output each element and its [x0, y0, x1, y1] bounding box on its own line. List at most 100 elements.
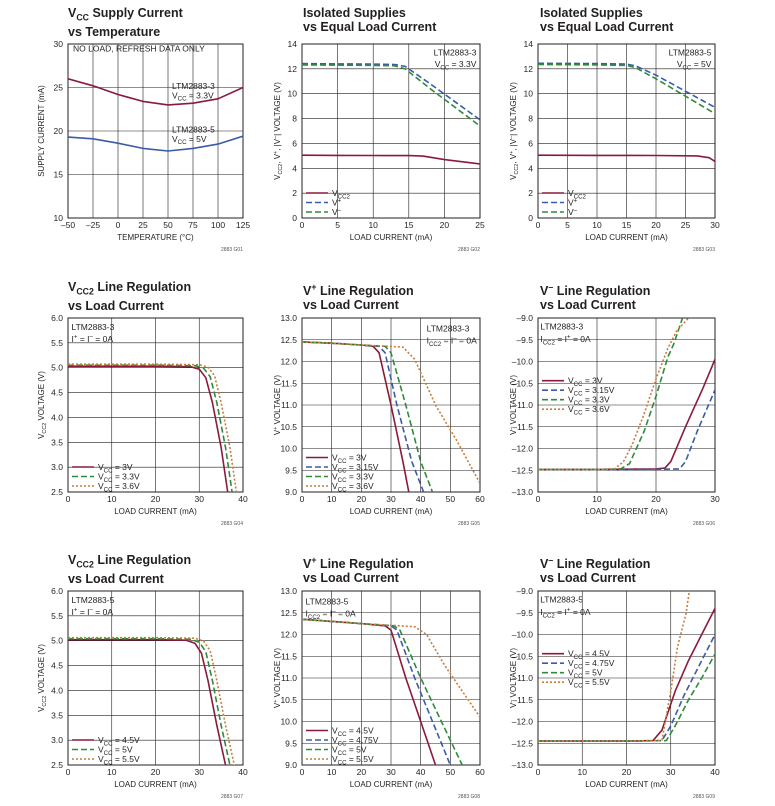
legend-entry: VCC = 4.5V	[98, 735, 140, 747]
annotation-text: LTM2883-5	[306, 596, 349, 606]
annotation-text: LTM2883-3	[540, 322, 583, 332]
x-tick-label: 0	[66, 494, 71, 504]
x-tick-label: 50	[446, 494, 456, 504]
plot-frame	[537, 317, 716, 493]
plot-frame	[301, 317, 481, 493]
y-tick-label: 5.5	[51, 611, 63, 621]
series-group	[538, 62, 715, 163]
y-tick-label: 4.5	[51, 388, 63, 398]
legend-entry: VCC = 4.5V	[568, 649, 610, 661]
plot-area: 0 10 20 30 40 2.5 3.0 3.5 4.0 4.5 5.0 5.5 6.0	[51, 313, 248, 504]
chart-title-g06: V– Line Regulation vs Load Current	[540, 282, 651, 313]
y-tick-label: 3.5	[51, 710, 63, 720]
y-tick-label: 9.5	[285, 738, 297, 748]
x-tick-label: 0	[66, 767, 71, 777]
y-tick-label: –12.5	[512, 465, 534, 475]
y-tick-label: 4	[528, 163, 533, 173]
y-tick-label: –10.0	[512, 630, 534, 640]
x-tick-label: 50	[163, 220, 173, 230]
chart-title-g09: V– Line Regulation vs Load Current	[540, 555, 651, 586]
x-axis-label: LOAD CURRENT (mA)	[114, 780, 197, 789]
series-line-1	[302, 154, 480, 165]
x-tick-label: 15	[622, 220, 632, 230]
x-tick-label: 25	[475, 220, 485, 230]
annotations: LTM2883-5 I+ = I– = 0A	[72, 595, 115, 617]
y-tick-label: –12.0	[512, 444, 534, 454]
y-tick-label: 11.5	[281, 651, 297, 661]
y-tick-label: 9.0	[285, 487, 297, 497]
x-tick-label: 75	[188, 220, 198, 230]
x-tick-label: 10	[327, 494, 337, 504]
y-axis-label: VCC2 VOLTAGE (V)	[37, 371, 48, 439]
x-tick-label: 20	[622, 767, 632, 777]
x-tick-label: 30	[195, 767, 205, 777]
series-line-4	[538, 591, 691, 742]
x-tick-label: 125	[236, 220, 250, 230]
y-tick-label: 2	[292, 188, 297, 198]
y-tick-label: 12.0	[280, 630, 297, 640]
series-line-3	[68, 363, 238, 492]
y-tick-label: 4.0	[51, 685, 63, 695]
x-tick-label: 50	[446, 767, 456, 777]
legend-entry: VCC = 3V	[332, 453, 367, 465]
y-tick-label: 10	[54, 213, 64, 223]
x-tick-label: 30	[710, 494, 720, 504]
y-tick-label: 10.5	[280, 422, 297, 432]
x-tick-label: 100	[211, 220, 225, 230]
legend-entry: VCC = 3V	[568, 376, 603, 388]
y-tick-label: 6.0	[51, 586, 63, 596]
x-tick-label: 40	[238, 767, 248, 777]
x-tick-label: 20	[151, 767, 161, 777]
y-tick-label: 10	[524, 89, 534, 99]
figure-code: 2883 G01	[221, 247, 243, 253]
y-tick-label: 12	[288, 64, 298, 74]
figure-code: 2883 G02	[458, 247, 480, 253]
annotation-text: ICC2 = I– = 0A	[306, 608, 356, 621]
y-tick-label: 12	[524, 64, 534, 74]
plot-area: 0 10 20 30 –13.0 –12.5 –12.0 –11.5 –11.0 –10.5 –10…	[512, 313, 720, 504]
chart-title-g02: Isolated Supplies vs Equal Load Current	[303, 6, 437, 34]
series-group	[302, 62, 480, 165]
series-line-1	[538, 154, 715, 163]
series-group	[538, 591, 715, 742]
annotations: LTM2883-5 ICC2 = I– = 0A	[306, 596, 356, 621]
x-tick-label: 40	[416, 494, 426, 504]
legend-entry: VCC = 3.15V	[332, 462, 379, 474]
y-tick-label: –13.0	[512, 487, 534, 497]
plot-frame	[301, 43, 481, 219]
series-line-3	[538, 318, 684, 471]
plot-frame	[537, 590, 716, 766]
legend-entry: V+	[332, 197, 342, 207]
x-tick-label: –50	[61, 220, 75, 230]
series-line-2	[68, 364, 233, 492]
x-tick-label: 0	[536, 494, 541, 504]
annotation-text: I+ = I– = 0A	[72, 334, 114, 344]
y-tick-label: 15	[54, 170, 64, 180]
series-line-4	[302, 618, 480, 718]
legend-entry: V–	[568, 207, 578, 217]
series-line-1	[538, 358, 715, 471]
x-tick-label: 10	[107, 494, 117, 504]
y-axis-label: V– VOLTAGE (V)	[509, 648, 518, 708]
plot-area: 0 10 20 30 40 50 60 9.0 9.5 10.0 10.5 11.0 11.5 12.0 1…	[280, 586, 485, 777]
series-line-1	[68, 638, 227, 765]
y-tick-label: 5.5	[51, 338, 63, 348]
legend-entry: VCC = 3.3V	[568, 395, 610, 407]
x-tick-label: 15	[404, 220, 414, 230]
y-tick-label: –12.0	[512, 717, 534, 727]
y-axis-label: VCC2, V+, |V–| VOLTAGE (V)	[273, 82, 284, 180]
y-tick-label: 11.0	[281, 673, 297, 683]
x-tick-label: 5	[335, 220, 340, 230]
x-tick-label: 20	[357, 494, 367, 504]
plot-area: 0 10 20 30 40 2.5 3.0 3.5 4.0 4.5 5.0 5.5 6.0	[51, 586, 248, 777]
